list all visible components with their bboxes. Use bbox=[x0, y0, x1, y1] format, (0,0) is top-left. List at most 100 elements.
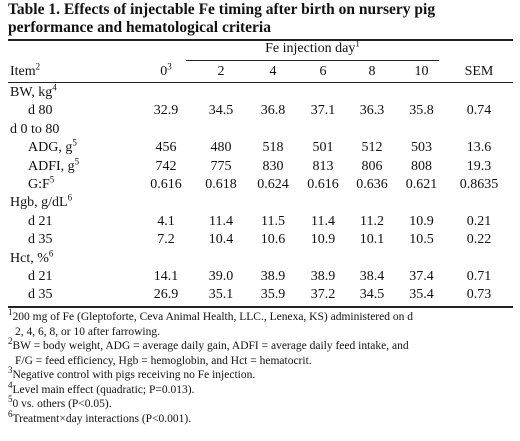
row-label-text: Hct, % bbox=[10, 250, 49, 266]
table-cell: 0.74 bbox=[466, 103, 492, 119]
table-cell: 7.2 bbox=[157, 232, 175, 248]
footnote-mark: 1 bbox=[8, 307, 13, 318]
col-header-6: 6 bbox=[319, 64, 327, 79]
footnote-mark: 6 bbox=[48, 247, 54, 258]
footnote-text: Treatment×day interactions (P<0.001). bbox=[12, 412, 192, 425]
table-cell: 456 bbox=[155, 140, 177, 156]
footnote-line: 1200 mg of Fe (Gleptoforte, Ceva Animal … bbox=[8, 307, 513, 324]
table-cell: 0.616 bbox=[307, 177, 339, 192]
table-cell: 11.4 bbox=[311, 213, 335, 229]
table-cell: 501 bbox=[312, 140, 334, 156]
bottom-rule bbox=[8, 306, 513, 308]
table-cell: 0.22 bbox=[466, 232, 492, 248]
table-cell: 35.1 bbox=[208, 287, 234, 303]
row-label-text: d 21 bbox=[28, 213, 53, 229]
footnote-mark: 6 bbox=[8, 408, 13, 419]
table-cell: 35.9 bbox=[260, 287, 286, 303]
footnote-text: 0 vs. others (P<0.05). bbox=[12, 398, 112, 410]
col-header-0: 03 bbox=[138, 61, 194, 80]
footnote-text: Level main effect (quadratic; P=0.013). bbox=[12, 383, 195, 396]
footnote-line: 2, 4, 6, 8, or 10 after farrowing. bbox=[8, 325, 513, 339]
row-label: d 35 bbox=[28, 287, 53, 303]
table-cell: 36.3 bbox=[359, 103, 385, 119]
row-label: d 80 bbox=[28, 103, 53, 119]
table-row: BW, kg4 bbox=[8, 82, 513, 101]
row-label-text: d 0 to 80 bbox=[10, 121, 60, 137]
table-title: Table 1. Effects of injectable Fe timing… bbox=[8, 1, 436, 36]
table-cell: 830 bbox=[262, 158, 284, 174]
table-cell: 742 bbox=[155, 158, 177, 174]
table-cell: 0.636 bbox=[356, 177, 388, 192]
table-row: d 21 14.1 39.0 38.9 38.9 38.4 37.4 0.71 bbox=[8, 269, 513, 285]
table-cell: 0.618 bbox=[205, 177, 237, 192]
table-cell: 0.624 bbox=[257, 177, 289, 192]
table-row: G:F5 0.616 0.618 0.624 0.616 0.636 0.621 0.8635 bbox=[8, 175, 513, 193]
col-header-10: 10 bbox=[414, 64, 429, 79]
table-cell: 4.1 bbox=[157, 213, 175, 229]
footnote-mark: 5 bbox=[74, 155, 80, 166]
table-cell: 11.2 bbox=[360, 213, 384, 229]
row-label: G:F5 bbox=[28, 175, 54, 193]
row-label-text: d 21 bbox=[28, 269, 53, 284]
footnote-mark: 5 bbox=[8, 394, 13, 405]
table-cell: 0.21 bbox=[466, 213, 492, 229]
row-label: Hct, %6 bbox=[10, 247, 54, 267]
footnote-mark: 4 bbox=[52, 82, 57, 93]
table-row: d 21 4.1 11.4 11.5 11.4 11.2 10.9 0.21 bbox=[8, 214, 513, 230]
header-rule bbox=[8, 82, 513, 83]
row-label: d 0 to 80 bbox=[10, 122, 59, 138]
table-cell: 39.0 bbox=[208, 269, 234, 284]
table-cell: 0.71 bbox=[466, 269, 492, 284]
row-label: BW, kg4 bbox=[10, 82, 57, 101]
row-label: d 21 bbox=[28, 269, 53, 285]
table-cell: 808 bbox=[411, 158, 432, 174]
footnote-line: 2BW = body weight, ADG = average daily g… bbox=[8, 337, 513, 353]
footnote-text: 2, 4, 6, 8, or 10 after farrowing. bbox=[15, 325, 160, 338]
table-cell: 11.4 bbox=[209, 213, 233, 229]
footnote-mark: 3 bbox=[167, 61, 172, 72]
table-cell: 37.1 bbox=[310, 103, 336, 119]
footnote-mark: 2 bbox=[35, 61, 41, 72]
table-cell: 10.9 bbox=[310, 232, 336, 248]
table-cell: 26.9 bbox=[153, 287, 179, 303]
footnote-text: 200 mg of Fe (Gleptoforte, Ceva Animal H… bbox=[12, 311, 414, 323]
table-cell: 10.6 bbox=[260, 232, 286, 248]
row-label-text: BW, kg bbox=[10, 85, 53, 100]
row-label: d 35 bbox=[28, 232, 53, 248]
table-cell: 806 bbox=[361, 158, 383, 174]
table-cell: 0.621 bbox=[405, 177, 438, 192]
table-cell: 35.8 bbox=[409, 103, 434, 119]
footnote-mark: 3 bbox=[8, 365, 13, 376]
table-cell: 34.5 bbox=[359, 287, 385, 303]
row-label-text: ADFI, g bbox=[28, 158, 75, 174]
column-header-row: Item2 03 2 4 6 8 10 SEM bbox=[8, 61, 513, 80]
group-rule bbox=[186, 60, 439, 61]
col-header-0-label: 0 bbox=[160, 64, 168, 79]
row-label-text: d 80 bbox=[28, 103, 53, 119]
table-cell: 813 bbox=[312, 158, 334, 174]
table-row: d 35 26.9 35.1 35.9 37.2 34.5 35.4 0.73 bbox=[8, 287, 513, 303]
row-label-text: d 35 bbox=[28, 232, 53, 248]
table-row: ADFI, g5 742 775 830 813 806 808 19.3 bbox=[8, 155, 513, 175]
table-cell: 10.4 bbox=[208, 232, 234, 248]
table-cell: 480 bbox=[210, 140, 232, 156]
table-cell: 14.1 bbox=[153, 269, 179, 284]
table-row: ADG, g5 456 480 518 501 512 503 13.6 bbox=[8, 137, 513, 156]
table-cell: 34.5 bbox=[208, 103, 234, 119]
col-header-4: 4 bbox=[269, 64, 277, 79]
footnote-mark: 5 bbox=[72, 137, 77, 148]
footnote-line: 6Treatment×day interactions (P<0.001). bbox=[8, 408, 513, 426]
row-label: Hgb, g/dL6 bbox=[10, 193, 72, 211]
item-header: Item2 bbox=[10, 61, 41, 80]
table-cell: 19.3 bbox=[466, 158, 492, 174]
table-cell: 13.6 bbox=[466, 140, 492, 156]
table-cell: 512 bbox=[361, 140, 383, 156]
col-header-8: 8 bbox=[368, 64, 376, 79]
footnote-line: 4Level main effect (quadratic; P=0.013). bbox=[8, 380, 513, 397]
top-rule bbox=[8, 39, 513, 41]
footnote-text: F/G = feed efficiency, Hgb = hemoglobin,… bbox=[15, 354, 312, 367]
table-cell: 38.9 bbox=[260, 269, 286, 284]
table-cell: 37.2 bbox=[310, 287, 336, 303]
table-cell: 32.9 bbox=[153, 103, 179, 119]
fe-injection-day-label: Fe injection day bbox=[265, 41, 356, 56]
